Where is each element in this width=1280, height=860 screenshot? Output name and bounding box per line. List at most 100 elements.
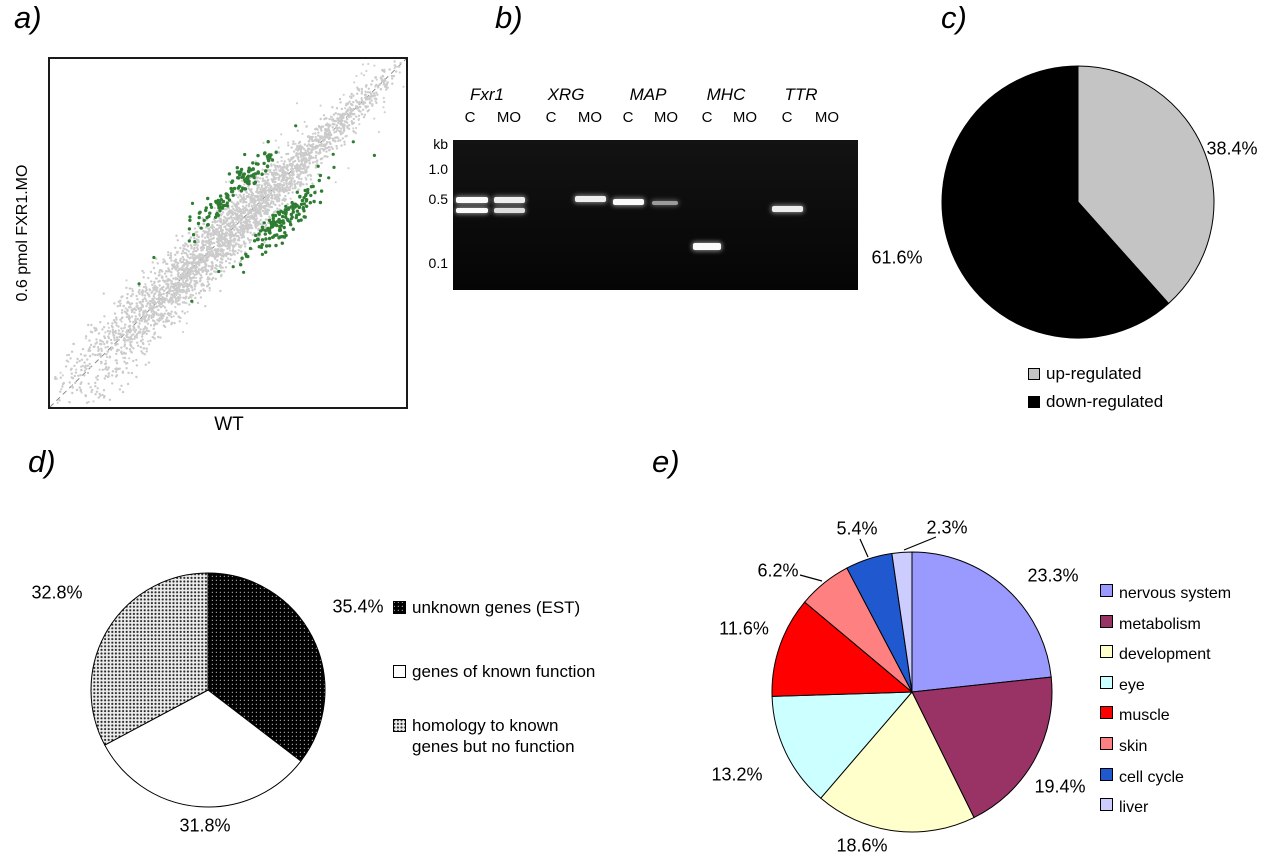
scatter-point — [104, 362, 108, 365]
scatter-point — [141, 300, 145, 303]
scatter-point — [204, 236, 207, 239]
scatter-point — [205, 240, 208, 244]
scatter-point — [155, 313, 158, 316]
scatter-point — [138, 319, 141, 322]
scatter-point — [340, 144, 343, 147]
scatter-point — [186, 274, 189, 277]
scatter-point — [107, 335, 110, 338]
scatter-point — [282, 184, 286, 187]
panel-b-letter: b) — [495, 0, 523, 35]
scatter-point — [229, 252, 232, 256]
scatter-point — [295, 182, 299, 185]
scatter-point — [121, 390, 125, 394]
scatter-point — [188, 303, 191, 306]
scatter-point — [178, 290, 181, 293]
scatter-point — [187, 232, 190, 235]
scatter-point — [218, 252, 222, 255]
scatter-point — [84, 394, 87, 397]
scatter-point — [216, 228, 219, 231]
scatter-point — [312, 156, 315, 159]
scatter-point — [226, 257, 230, 260]
scatter-point — [305, 170, 308, 173]
scatter-point — [275, 220, 279, 224]
scatter-point — [332, 120, 335, 123]
scatter-point — [260, 186, 263, 189]
scatter-point — [178, 320, 181, 323]
scatter-point — [113, 330, 117, 333]
scatter-point — [132, 293, 135, 296]
scatter-point — [99, 355, 102, 358]
scatter-point — [56, 401, 59, 404]
scatter-point — [150, 304, 153, 308]
scatter-point — [73, 374, 76, 378]
scatter-point — [200, 283, 203, 286]
scatter-point — [240, 179, 243, 182]
scatter-point — [185, 282, 188, 285]
scatter-point — [117, 325, 120, 328]
scatter-point — [289, 212, 293, 217]
scatter-point — [307, 157, 311, 160]
scatter-point — [67, 360, 70, 363]
scatter-point — [160, 302, 164, 305]
scatter-point — [138, 310, 141, 313]
scatter-point — [223, 208, 227, 211]
scatter-point — [213, 215, 218, 219]
scatter-point — [308, 159, 311, 162]
scatter-point — [115, 362, 119, 365]
scatter-point — [283, 231, 287, 235]
scatter-point — [220, 273, 223, 277]
scatter-point — [95, 338, 98, 341]
scatter-point — [259, 188, 262, 191]
percent-label: 38.4% — [1206, 138, 1258, 159]
scatter-point — [318, 138, 321, 141]
scatter-point — [231, 265, 235, 269]
scatter-point — [328, 117, 331, 121]
scatter-point — [160, 287, 164, 290]
scatter-point — [128, 287, 132, 290]
scatter-point — [280, 180, 283, 183]
scatter-x-axis-label: WT — [214, 414, 244, 435]
scatter-point — [157, 320, 160, 323]
scatter-point — [191, 294, 195, 297]
scatter-point — [391, 82, 394, 85]
scatter-point — [273, 193, 276, 197]
scatter-point — [337, 139, 340, 143]
scatter-point — [153, 320, 156, 323]
scatter-point — [87, 400, 90, 404]
scatter-point — [220, 205, 225, 210]
scatter-point — [264, 244, 269, 248]
gel-band — [772, 206, 803, 212]
scatter-point — [205, 263, 208, 266]
scatter-point — [115, 338, 119, 341]
scatter-point — [303, 143, 307, 146]
scatter-point — [235, 209, 238, 212]
scatter-point — [251, 167, 255, 171]
scatter-point — [258, 198, 262, 202]
scatter-point — [264, 237, 268, 241]
scatter-point — [307, 143, 310, 146]
scatter-point — [256, 236, 259, 239]
scatter-point — [98, 342, 102, 346]
scatter-point — [187, 287, 190, 291]
scatter-point — [395, 70, 398, 73]
scatter-point — [111, 374, 114, 377]
scatter-point — [317, 124, 321, 128]
scatter-point — [310, 151, 313, 154]
scatter-point — [210, 246, 213, 250]
scatter-point — [344, 135, 347, 138]
scatter-point — [256, 170, 260, 174]
scatter-point — [206, 280, 210, 283]
scatter-point — [325, 129, 329, 133]
scatter-point — [338, 117, 341, 120]
scatter-point — [125, 329, 129, 332]
scatter-point — [119, 302, 122, 305]
scatter-point — [118, 335, 121, 339]
scatter-point — [172, 315, 175, 318]
scatter-point — [138, 284, 141, 288]
scatter-point — [91, 331, 94, 334]
scatter-point — [320, 144, 324, 147]
scatter-point — [281, 189, 285, 193]
scatter-point — [157, 308, 160, 312]
scatter-point — [148, 288, 151, 291]
scatter-point — [196, 221, 201, 226]
